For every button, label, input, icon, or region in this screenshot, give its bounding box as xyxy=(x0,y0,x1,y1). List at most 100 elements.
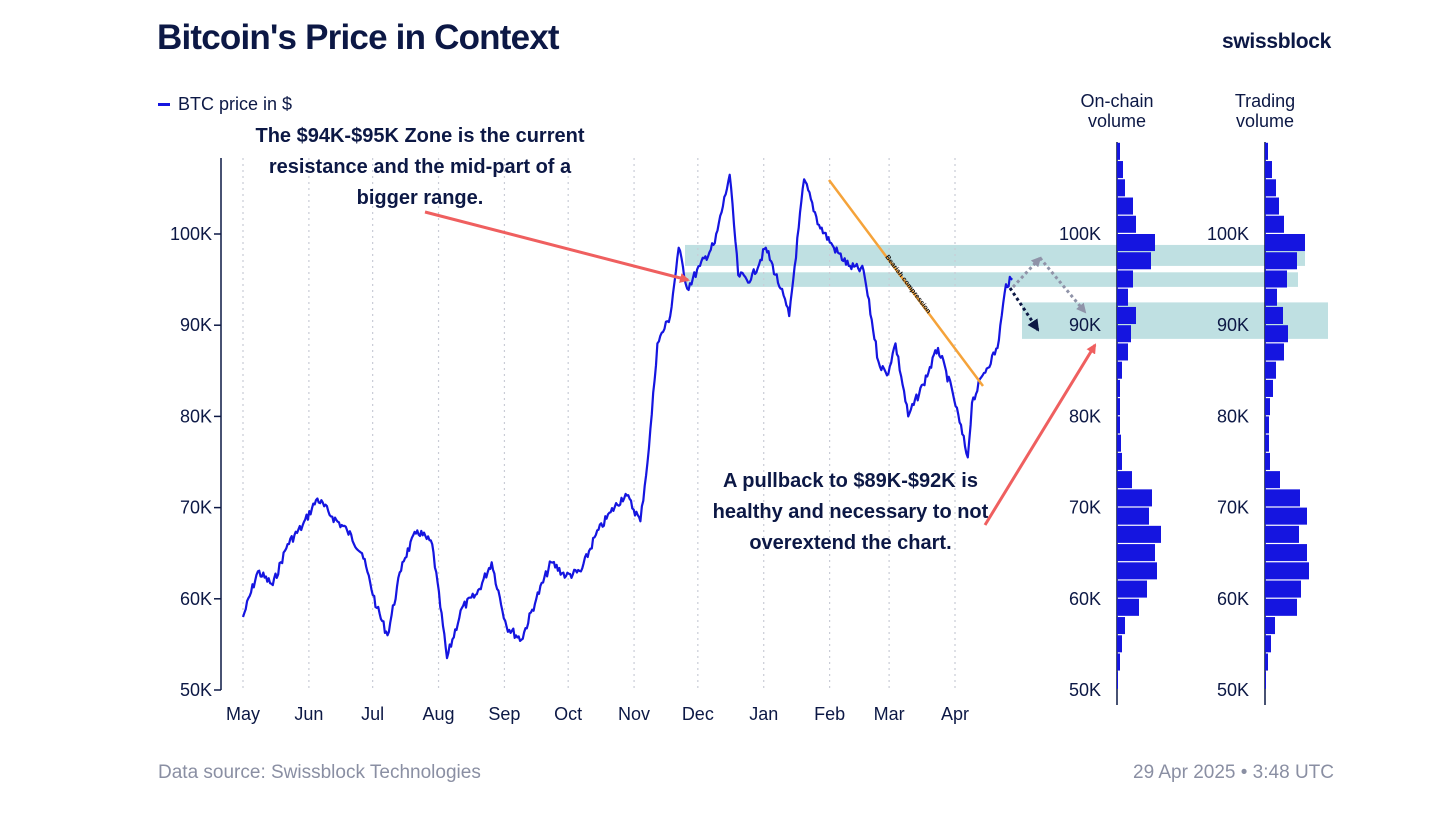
onchain-volume-bar xyxy=(1117,653,1120,671)
onchain-volume-bar xyxy=(1117,215,1136,233)
price-series xyxy=(241,173,1013,660)
x-tick-label: May xyxy=(226,704,260,724)
x-tick-label: Oct xyxy=(554,704,582,724)
trading-volume-bar xyxy=(1265,270,1287,288)
y-tick-label: 50K xyxy=(180,680,212,700)
trading-volume-bar xyxy=(1265,416,1269,434)
trading-volume-bar xyxy=(1265,434,1269,452)
trading-volume-bar xyxy=(1265,161,1272,179)
timestamp: 29 Apr 2025 • 3:48 UTC xyxy=(1133,762,1334,783)
trading-volume-y-tick-label: 100K xyxy=(1207,224,1249,244)
brand-logo: swissblock xyxy=(1222,30,1332,53)
trading-volume-bar xyxy=(1265,580,1301,598)
onchain-volume-bar xyxy=(1117,416,1120,434)
x-tick-label: Dec xyxy=(682,704,714,724)
trading-volume-bar xyxy=(1265,544,1307,562)
btc-price-line xyxy=(241,173,1013,660)
trading-volume-bar xyxy=(1265,288,1277,306)
trading-volume-y-tick-label: 60K xyxy=(1217,589,1249,609)
onchain-volume-bar xyxy=(1117,598,1139,616)
trading-volume-bar xyxy=(1265,562,1309,580)
onchain-volume-bar xyxy=(1117,489,1152,507)
trading-volume-title: Trading volume xyxy=(1205,91,1325,131)
onchain-volume-y-tick-label: 80K xyxy=(1069,406,1101,426)
onchain-volume-title: On-chain volume xyxy=(1057,91,1177,131)
onchain-volume-bar xyxy=(1117,179,1125,197)
onchain-volume-bar xyxy=(1117,525,1161,543)
trading-title-line2: volume xyxy=(1235,111,1295,131)
trading-volume-bar xyxy=(1265,197,1279,215)
up-move-arrow xyxy=(1011,256,1042,289)
onchain-volume-bar xyxy=(1117,617,1125,635)
legend: BTC price in $ xyxy=(158,94,292,115)
trading-volume-bar xyxy=(1265,252,1297,270)
x-tick-label: Apr xyxy=(941,704,969,724)
onchain-volume-bar xyxy=(1117,325,1131,343)
onchain-volume-bar xyxy=(1117,197,1133,215)
trading-volume-bar xyxy=(1265,489,1300,507)
onchain-volume-y-tick-label: 70K xyxy=(1069,498,1101,518)
bearish-compression-trendline xyxy=(827,179,985,387)
x-tick-label: Nov xyxy=(618,704,650,724)
trading-volume-bar xyxy=(1265,452,1270,470)
trading-volume-histogram: 50K 60K 70K 80K 90K 100K xyxy=(1207,142,1309,705)
trading-volume-bar xyxy=(1265,142,1268,160)
onchain-volume-bar xyxy=(1117,544,1155,562)
onchain-volume-bar xyxy=(1117,361,1122,379)
onchain-volume-bar xyxy=(1117,161,1123,179)
onchain-volume-bar xyxy=(1117,379,1120,397)
trading-volume-bar xyxy=(1265,379,1273,397)
data-source: Data source: Swissblock Technologies xyxy=(158,762,481,783)
onchain-volume-bar xyxy=(1117,452,1122,470)
onchain-volume-bar xyxy=(1117,343,1128,361)
trading-volume-bar xyxy=(1265,179,1276,197)
pullback-path-arrow xyxy=(1008,287,1040,332)
trading-volume-bar xyxy=(1265,471,1280,489)
zone-resistance_upper xyxy=(685,244,1305,266)
trading-volume-bar xyxy=(1265,234,1305,252)
resistance-arrow xyxy=(424,210,690,283)
x-tick-label: Aug xyxy=(423,704,455,724)
onchain-volume-bar xyxy=(1117,270,1133,288)
trading-volume-bar xyxy=(1265,671,1266,689)
trading-volume-y-tick-label: 70K xyxy=(1217,498,1249,518)
onchain-title-line1: On-chain xyxy=(1080,91,1154,111)
onchain-volume-y-tick-label: 90K xyxy=(1069,315,1101,335)
onchain-volume-y-tick-label: 60K xyxy=(1069,589,1101,609)
trading-volume-bar xyxy=(1265,598,1297,616)
onchain-volume-bar xyxy=(1117,234,1155,252)
trading-volume-y-tick-label: 90K xyxy=(1217,315,1249,335)
trading-volume-bar xyxy=(1265,361,1276,379)
trading-volume-bar xyxy=(1265,343,1284,361)
trading-volume-y-tick-label: 80K xyxy=(1217,406,1249,426)
x-tick-label: Jun xyxy=(294,704,323,724)
x-tick-label: Feb xyxy=(814,704,845,724)
x-tick-label: Jan xyxy=(749,704,778,724)
onchain-volume-bar xyxy=(1117,288,1128,306)
legend-swatch xyxy=(158,103,170,106)
onchain-volume-bar xyxy=(1117,507,1149,525)
onchain-volume-bar xyxy=(1117,562,1157,580)
gridlines xyxy=(242,158,956,690)
pullback-arrow xyxy=(983,343,1097,526)
trading-volume-bar xyxy=(1265,215,1284,233)
onchain-volume-bar xyxy=(1117,306,1136,324)
trading-volume-bar xyxy=(1265,635,1271,653)
trading-volume-bar xyxy=(1265,507,1307,525)
trading-title-line1: Trading xyxy=(1234,91,1296,111)
chart-title: Bitcoin's Price in Context xyxy=(157,18,560,57)
pullback-annotation: A pullback to $89K-$92K is healthy and n… xyxy=(712,470,989,554)
y-tick-label: 80K xyxy=(180,406,212,426)
legend-label: BTC price in $ xyxy=(178,94,293,114)
onchain-volume-bar xyxy=(1117,671,1118,689)
x-tick-label: Sep xyxy=(488,704,520,724)
trading-volume-y-tick-label: 50K xyxy=(1217,680,1249,700)
onchain-volume-y-tick-label: 50K xyxy=(1069,680,1101,700)
y-tick-label: 100K xyxy=(170,224,212,244)
onchain-volume-histogram: 50K 60K 70K 80K 90K 100K xyxy=(1059,142,1161,705)
axes: May Jun Jul Aug Sep Oct Nov Dec Jan Feb Mar Apr 50K 6… xyxy=(170,158,969,724)
onchain-volume-bar xyxy=(1117,142,1120,160)
onchain-volume-bar xyxy=(1117,471,1132,489)
y-tick-label: 70K xyxy=(180,498,212,518)
